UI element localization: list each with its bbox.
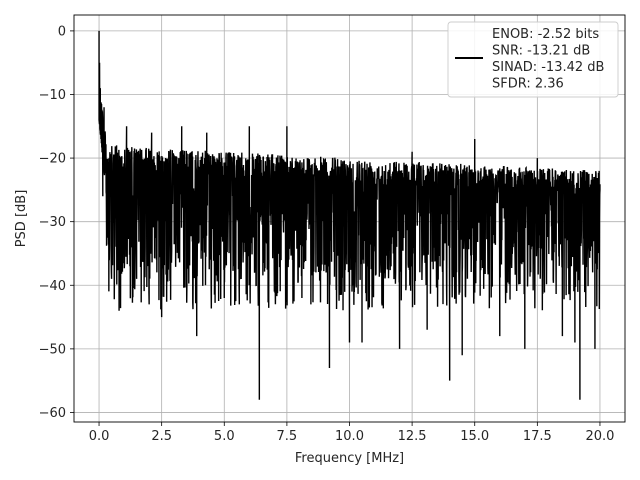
legend: ENOB: -2.52 bits SNR: -13.21 dB SINAD: -…: [447, 21, 619, 98]
x-tick-label-7: 17.5: [523, 429, 552, 444]
x-tick-label-6: 15.0: [460, 429, 489, 444]
x-tick-label-8: 20.0: [585, 429, 614, 444]
psd-series-line: [98, 30, 601, 400]
ticks: 0.0 2.5 5.0 7.5 10.0 12.5 15.0 17.5 20.0 0 −10 −20 −…: [39, 24, 615, 444]
x-axis-label: Frequency [MHz]: [295, 451, 404, 466]
series-layer: [98, 30, 601, 400]
legend-entry-sinad: SINAD: -13.42 dB: [492, 60, 604, 75]
y-axis-label: PSD [dB]: [14, 190, 29, 248]
y-tick-label-4: −40: [39, 279, 66, 294]
x-tick-label-3: 7.5: [277, 429, 298, 444]
y-tick-label-3: −30: [39, 215, 66, 230]
y-tick-label-1: −10: [39, 88, 66, 103]
legend-entry-sfdr: SFDR: 2.36: [492, 77, 564, 92]
legend-entry-enob: ENOB: -2.52 bits: [492, 27, 599, 42]
y-tick-label-6: −60: [39, 406, 66, 421]
y-tick-label-0: 0: [58, 24, 66, 39]
x-tick-label-2: 5.0: [214, 429, 235, 444]
y-tick-label-2: −20: [39, 152, 66, 167]
legend-box: [447, 21, 619, 98]
x-tick-label-5: 12.5: [398, 429, 427, 444]
x-tick-label-1: 2.5: [151, 429, 172, 444]
x-tick-label-0: 0.0: [89, 429, 110, 444]
x-tick-label-4: 10.0: [335, 429, 364, 444]
legend-entry-snr: SNR: -13.21 dB: [492, 44, 590, 59]
y-tick-label-5: −50: [39, 342, 66, 357]
